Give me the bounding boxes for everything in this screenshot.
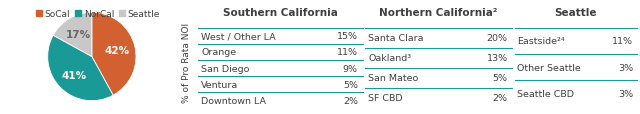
Text: % of Portfolio NOI at Pro Rata: % of Portfolio NOI at Pro Rata: [31, 0, 207, 2]
Text: Northern California²: Northern California²: [380, 8, 498, 18]
Text: Southern California: Southern California: [223, 8, 338, 18]
Wedge shape: [48, 36, 113, 101]
Text: SF CBD: SF CBD: [368, 93, 403, 102]
Wedge shape: [92, 13, 136, 95]
Text: 3%: 3%: [618, 89, 633, 98]
Text: 3%: 3%: [618, 63, 633, 72]
Text: 15%: 15%: [337, 32, 358, 41]
Text: Eastside²⁴: Eastside²⁴: [517, 37, 564, 46]
Text: 41%: 41%: [61, 70, 86, 80]
Text: 17%: 17%: [67, 30, 92, 40]
Text: % of Pro Rata NOI: % of Pro Rata NOI: [182, 23, 191, 102]
Wedge shape: [53, 13, 92, 57]
Text: Ventura: Ventura: [201, 80, 238, 89]
Text: 5%: 5%: [343, 80, 358, 89]
Text: San Mateo: San Mateo: [368, 74, 419, 83]
Text: Oakland³: Oakland³: [368, 54, 412, 63]
Text: West / Other LA: West / Other LA: [201, 32, 276, 41]
Text: 11%: 11%: [612, 37, 633, 46]
Text: Seattle: Seattle: [554, 8, 597, 18]
Text: 5%: 5%: [493, 74, 508, 83]
Text: 42%: 42%: [104, 46, 129, 56]
Text: Seattle CBD: Seattle CBD: [517, 89, 574, 98]
Text: 20%: 20%: [486, 34, 508, 43]
Text: Santa Clara: Santa Clara: [368, 34, 424, 43]
Text: 2%: 2%: [343, 96, 358, 105]
Text: 13%: 13%: [486, 54, 508, 63]
Text: San Diego: San Diego: [201, 64, 250, 73]
Text: Other Seattle: Other Seattle: [517, 63, 580, 72]
Legend: SoCal, NorCal, Seattle: SoCal, NorCal, Seattle: [36, 10, 160, 19]
Text: 11%: 11%: [337, 48, 358, 57]
Text: 9%: 9%: [343, 64, 358, 73]
Text: 2%: 2%: [493, 93, 508, 102]
Text: Downtown LA: Downtown LA: [201, 96, 266, 105]
Text: Orange: Orange: [201, 48, 236, 57]
